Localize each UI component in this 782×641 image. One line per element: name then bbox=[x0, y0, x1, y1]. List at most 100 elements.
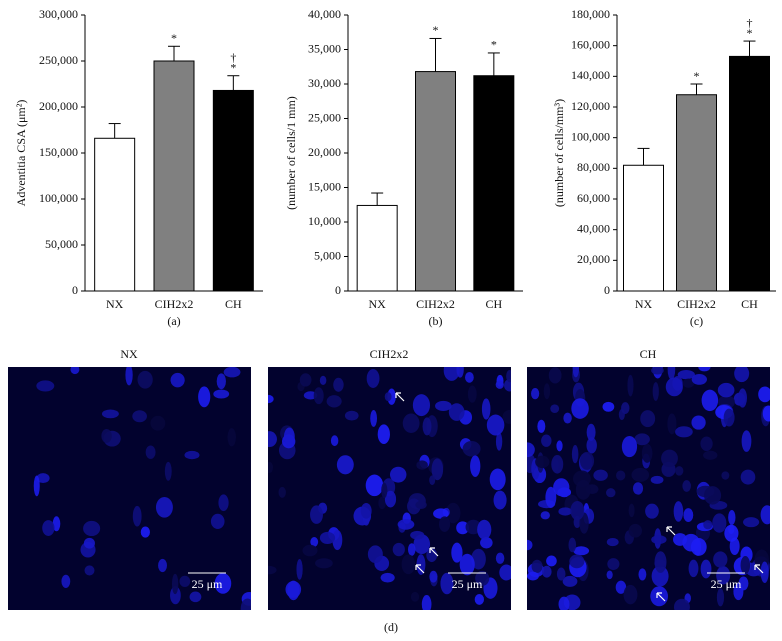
nucleus bbox=[475, 570, 490, 586]
nucleus bbox=[370, 409, 378, 427]
nucleus bbox=[621, 402, 630, 415]
arrow bbox=[395, 392, 405, 402]
nucleus bbox=[556, 567, 566, 581]
nucleus bbox=[734, 367, 750, 383]
nucleus bbox=[760, 505, 770, 525]
nucleus bbox=[336, 455, 354, 475]
nucleus bbox=[392, 542, 405, 557]
y-tick-label: 60,000 bbox=[577, 191, 610, 205]
bar bbox=[473, 75, 515, 292]
nucleus bbox=[733, 583, 744, 601]
nucleus bbox=[158, 558, 167, 573]
y-tick-label: 25,000 bbox=[308, 110, 341, 124]
nucleus bbox=[164, 461, 172, 481]
nucleus bbox=[214, 573, 232, 594]
nucleus bbox=[377, 424, 390, 445]
nucleus bbox=[673, 598, 690, 610]
nucleus bbox=[550, 404, 560, 414]
x-tick-label: CIH2x2 bbox=[155, 297, 194, 311]
nucleus bbox=[621, 435, 638, 458]
x-tick-label: CH bbox=[225, 297, 242, 311]
nucleus bbox=[495, 432, 503, 451]
nucleus bbox=[33, 475, 40, 497]
nucleus bbox=[651, 535, 667, 545]
nucleus bbox=[83, 537, 95, 549]
nucleus bbox=[627, 374, 634, 397]
nucleus bbox=[330, 435, 339, 447]
nucleus bbox=[740, 555, 751, 575]
nucleus bbox=[606, 537, 619, 547]
nucleus bbox=[615, 580, 627, 594]
significance-marker: * bbox=[433, 23, 439, 37]
y-tick-label: 30,000 bbox=[308, 76, 341, 90]
nucleus bbox=[556, 440, 563, 452]
y-tick-label: 250,000 bbox=[39, 53, 78, 67]
nucleus bbox=[628, 523, 643, 538]
significance-marker: † bbox=[230, 50, 236, 64]
bar bbox=[623, 164, 664, 292]
nucleus bbox=[170, 586, 181, 605]
nucleus bbox=[691, 374, 708, 385]
scale-bar-label: 25 μm bbox=[452, 577, 483, 591]
nucleus bbox=[572, 367, 580, 378]
bar bbox=[729, 55, 770, 292]
nucleus bbox=[140, 526, 150, 538]
nucleus bbox=[607, 558, 620, 570]
nucleus bbox=[740, 469, 756, 485]
bar bbox=[212, 89, 254, 292]
nucleus bbox=[481, 398, 491, 420]
y-axis-title: (number of cells/mm³) bbox=[552, 99, 566, 207]
nucleus bbox=[84, 565, 95, 576]
nucleus bbox=[150, 415, 166, 431]
nucleus bbox=[365, 474, 384, 497]
nucleus bbox=[558, 596, 570, 610]
nucleus bbox=[586, 437, 597, 454]
nucleus bbox=[700, 559, 712, 579]
y-tick-label: 140,000 bbox=[571, 68, 610, 82]
nucleus bbox=[433, 508, 449, 519]
nucleus bbox=[407, 543, 416, 556]
bar bbox=[94, 137, 136, 292]
nucleus bbox=[703, 486, 722, 505]
nucleus bbox=[728, 509, 736, 525]
nucleus bbox=[278, 486, 286, 498]
y-tick-label: 160,000 bbox=[571, 37, 610, 51]
y-tick-label: 50,000 bbox=[45, 237, 78, 251]
nucleus bbox=[602, 401, 615, 412]
nucleus bbox=[535, 455, 550, 469]
nucleus bbox=[541, 565, 552, 578]
nucleus bbox=[445, 502, 461, 524]
nucleus bbox=[240, 598, 251, 610]
nucleus bbox=[344, 410, 359, 421]
panel-label: (c) bbox=[690, 314, 703, 328]
nucleus bbox=[568, 537, 577, 553]
nucleus bbox=[268, 461, 274, 474]
nucleus bbox=[650, 475, 664, 484]
y-tick-label: 150,000 bbox=[39, 145, 78, 159]
nucleus bbox=[471, 548, 486, 570]
nucleus bbox=[652, 382, 659, 401]
y-tick-label: 10,000 bbox=[308, 214, 341, 228]
bar bbox=[356, 204, 398, 292]
nucleus bbox=[302, 544, 318, 557]
nucleus bbox=[310, 537, 319, 547]
nucleus bbox=[401, 554, 416, 575]
nucleus bbox=[101, 409, 119, 419]
arrow bbox=[754, 564, 764, 574]
nucleus bbox=[332, 529, 343, 551]
nucleus bbox=[717, 382, 735, 398]
nucleus bbox=[480, 537, 493, 549]
nucleus bbox=[606, 488, 616, 498]
nucleus bbox=[741, 430, 752, 452]
nucleus bbox=[713, 551, 728, 568]
nucleus bbox=[438, 516, 451, 532]
significance-marker: * bbox=[694, 69, 700, 83]
nucleus bbox=[429, 475, 436, 486]
nucleus bbox=[546, 555, 557, 567]
nucleus bbox=[125, 367, 133, 386]
nucleus bbox=[573, 546, 590, 556]
y-tick-label: 300,000 bbox=[39, 7, 78, 21]
arrow bbox=[666, 526, 676, 536]
nucleus bbox=[667, 413, 677, 435]
nucleus bbox=[675, 426, 693, 438]
